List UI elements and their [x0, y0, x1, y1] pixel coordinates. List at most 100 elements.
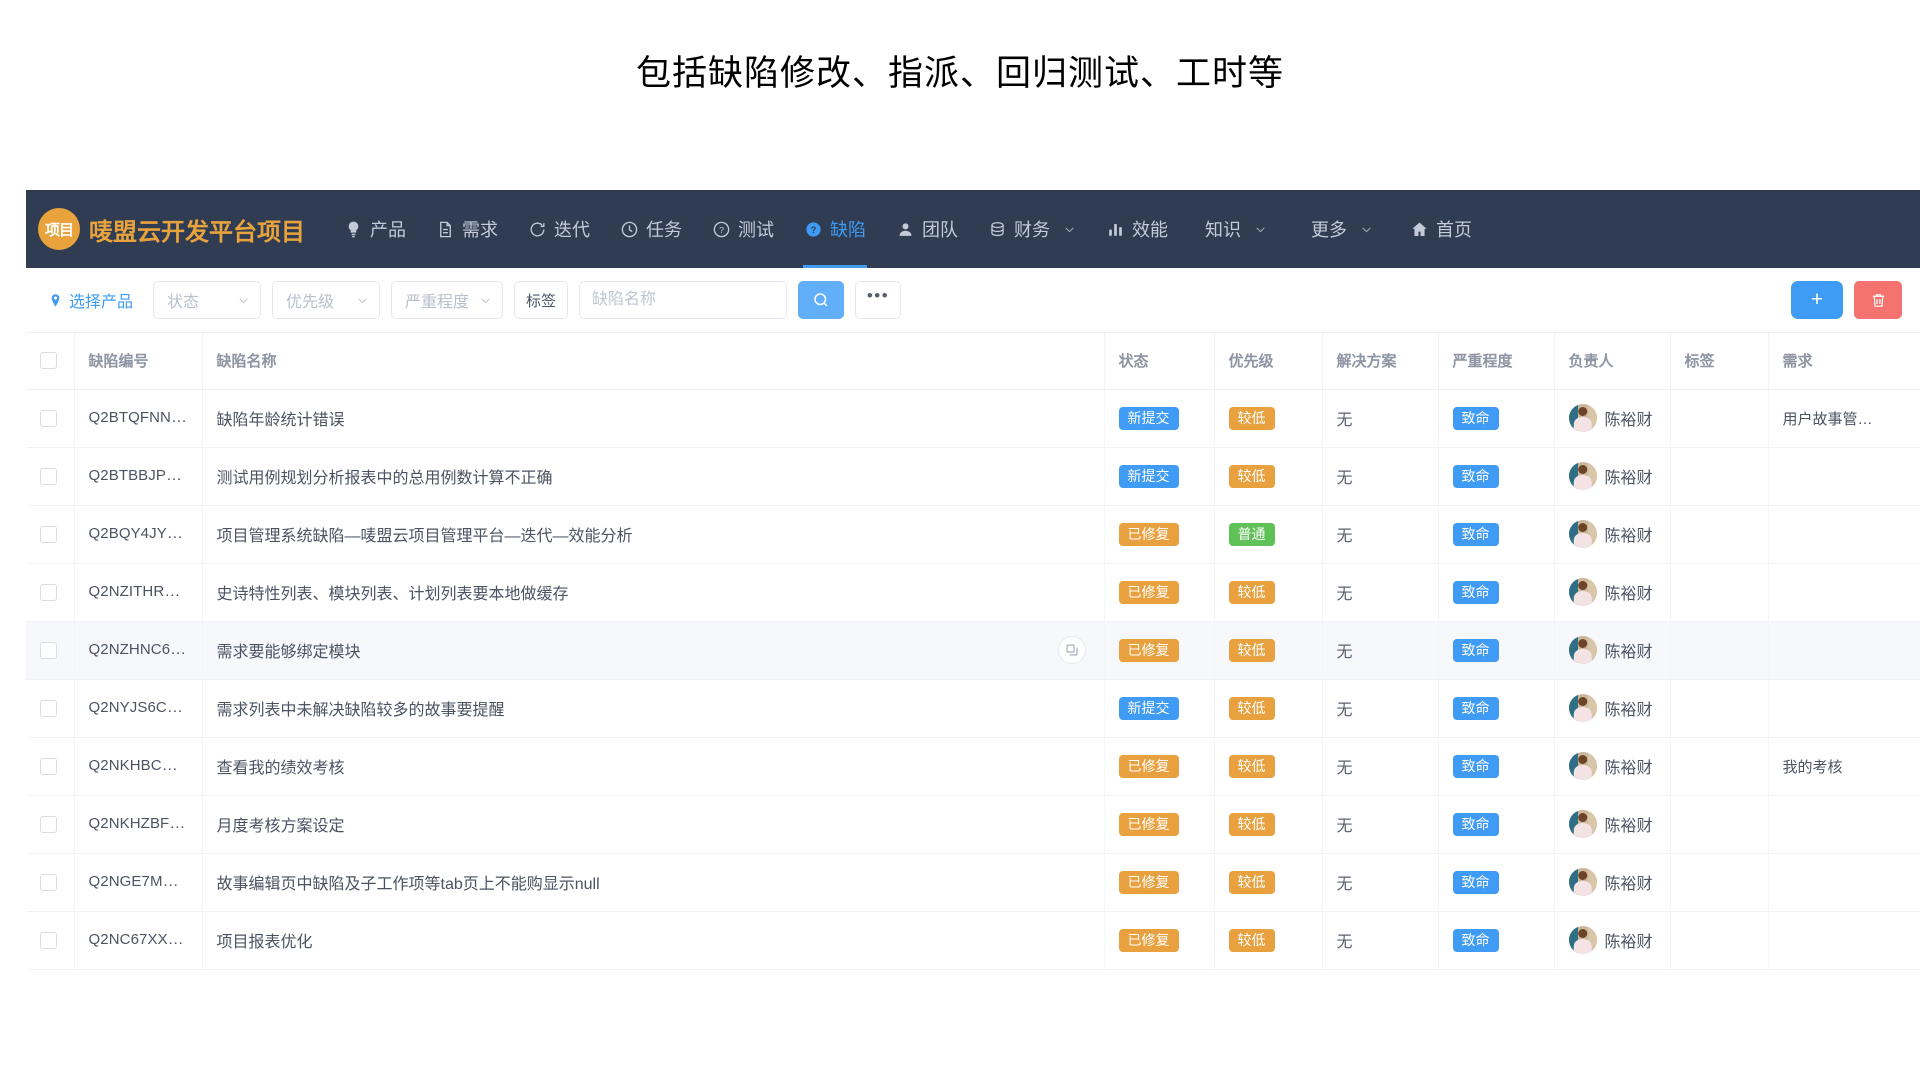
row-checkbox[interactable] — [40, 409, 57, 427]
header-owner[interactable]: 负责人 — [1554, 333, 1671, 390]
cell-severity: 致命 — [1438, 563, 1555, 622]
header-requirement[interactable]: 需求 — [1768, 333, 1920, 390]
priority-badge: 普通 — [1228, 522, 1275, 546]
severity-select[interactable]: 严重程度 — [391, 281, 504, 319]
header-state[interactable]: 状态 — [1104, 333, 1215, 390]
cell-bug-name[interactable]: 需求要能够绑定模块 — [202, 621, 1105, 680]
tag-filter-button[interactable]: 标签 — [514, 281, 569, 319]
owner-name: 陈裕财 — [1604, 876, 1653, 893]
priority-badge: 较低 — [1228, 580, 1275, 604]
delete-button[interactable] — [1854, 281, 1902, 319]
cell-bug-name[interactable]: 项目管理系统缺陷—唛盟云项目管理平台—迭代—效能分析 — [202, 505, 1105, 564]
chevron-down-icon — [1063, 223, 1076, 236]
cell-owner: 陈裕财 — [1554, 911, 1671, 970]
search-input[interactable] — [579, 281, 788, 319]
severity-badge: 致命 — [1452, 754, 1499, 778]
nav-item-迭代[interactable]: 迭代 — [513, 190, 605, 268]
cell-bug-name[interactable]: 史诗特性列表、模块列表、计划列表要本地做缓存 — [202, 563, 1105, 622]
row-checkbox[interactable] — [40, 815, 57, 833]
nav-item-缺陷[interactable]: ? 缺陷 — [789, 190, 881, 268]
cell-tag — [1670, 911, 1769, 970]
bug-name-text: 史诗特性列表、模块列表、计划列表要本地做缓存 — [216, 586, 569, 603]
header-priority[interactable]: 优先级 — [1214, 333, 1323, 390]
svg-text:?: ? — [719, 224, 724, 234]
search-button[interactable] — [798, 281, 845, 319]
cell-bug-name[interactable]: 测试用例规划分析报表中的总用例数计算不正确 — [202, 447, 1105, 506]
nav-item-团队[interactable]: 团队 — [881, 190, 973, 268]
cell-bug-name[interactable]: 项目报表优化 — [202, 911, 1105, 970]
cell-bug-name[interactable]: 需求列表中未解决缺陷较多的故事要提醒 — [202, 679, 1105, 738]
copy-row-button[interactable] — [1057, 636, 1086, 664]
row-checkbox[interactable] — [40, 525, 57, 543]
row-checkbox[interactable] — [40, 467, 57, 485]
cell-bug-name[interactable]: 查看我的绩效考核 — [202, 737, 1105, 796]
nav-item-更多[interactable]: 更多 — [1289, 190, 1395, 268]
row-checkbox[interactable] — [40, 583, 57, 601]
requirement-text: 用户故事管… — [1782, 410, 1873, 428]
owner-name: 陈裕财 — [1604, 470, 1653, 487]
header-severity[interactable]: 严重程度 — [1438, 333, 1555, 390]
cell-priority: 较低 — [1214, 853, 1323, 912]
table-row[interactable]: Q2BQY4JYTP31 项目管理系统缺陷—唛盟云项目管理平台—迭代—效能分析 已修… — [26, 505, 1920, 564]
question-icon: ? — [712, 220, 731, 239]
row-checkbox[interactable] — [40, 931, 57, 949]
table-row[interactable]: Q2BTQFNN88Q8 缺陷年龄统计错误 新提交 较低 无 致命 陈裕财 用户故事管… — [26, 389, 1920, 448]
cell-severity: 致命 — [1438, 389, 1555, 448]
cell-state: 新提交 — [1104, 447, 1215, 506]
severity-badge: 致命 — [1452, 812, 1499, 836]
nav-item-财务[interactable]: 财务 — [973, 190, 1091, 268]
table-row[interactable]: Q2NC67XX4ERB 项目报表优化 已修复 较低 无 致命 陈裕财 — [26, 911, 1920, 970]
nav-item-测试[interactable]: ? 测试 — [697, 190, 789, 268]
table-row[interactable]: Q2NZITHRE8XA 史诗特性列表、模块列表、计划列表要本地做缓存 已修复 较低 无… — [26, 563, 1920, 622]
table-row[interactable]: Q2NGE7MZFRP9 故事编辑页中缺陷及子工作项等tab页上不能购显示null… — [26, 853, 1920, 912]
bug-name-text: 需求列表中未解决缺陷较多的故事要提醒 — [216, 702, 505, 719]
cell-requirement: 用户故事管… — [1768, 389, 1920, 448]
table-row[interactable]: Q2BTBBJP17F5 测试用例规划分析报表中的总用例数计算不正确 新提交 较低 无 致… — [26, 447, 1920, 506]
avatar — [1568, 404, 1597, 432]
row-checkbox[interactable] — [40, 757, 57, 775]
row-checkbox-cell — [26, 679, 75, 738]
select-all-checkbox[interactable] — [40, 352, 57, 370]
cell-solution: 无 — [1322, 389, 1439, 448]
nav-item-产品[interactable]: 产品 — [329, 190, 421, 268]
cell-tag — [1670, 563, 1769, 622]
avatar — [1568, 752, 1597, 780]
table-row[interactable]: Q2NKHZBF3B76 月度考核方案设定 已修复 较低 无 致命 陈裕财 — [26, 795, 1920, 854]
owner-name: 陈裕财 — [1604, 586, 1653, 603]
header-bug-id[interactable]: 缺陷编号 — [74, 333, 203, 390]
solution-text: 无 — [1336, 470, 1353, 487]
cell-severity: 致命 — [1438, 795, 1555, 854]
cell-owner: 陈裕财 — [1554, 389, 1671, 448]
header-bug-name[interactable]: 缺陷名称 — [202, 333, 1105, 390]
row-checkbox[interactable] — [40, 641, 57, 659]
table-row[interactable]: Q2NYJS6CB294 需求列表中未解决缺陷较多的故事要提醒 新提交 较低 无 致命 陈裕… — [26, 679, 1920, 738]
status-badge: 新提交 — [1118, 406, 1179, 430]
nav-item-任务[interactable]: 任务 — [605, 190, 697, 268]
product-picker[interactable]: 选择产品 — [48, 288, 133, 312]
cell-owner: 陈裕财 — [1554, 447, 1671, 506]
header-tag[interactable]: 标签 — [1670, 333, 1769, 390]
nav-item-需求[interactable]: 需求 — [421, 190, 513, 268]
header-solution[interactable]: 解决方案 — [1322, 333, 1439, 390]
table-row[interactable]: Q2NKHBCUZM73 查看我的绩效考核 已修复 较低 无 致命 陈裕财 我的考核 — [26, 737, 1920, 796]
priority-select[interactable]: 优先级 — [272, 281, 381, 319]
cell-bug-name[interactable]: 故事编辑页中缺陷及子工作项等tab页上不能购显示null — [202, 853, 1105, 912]
home-icon — [1410, 220, 1429, 239]
brand[interactable]: 项目 唛盟云开发平台项目 — [38, 208, 305, 250]
nav-item-label: 效能 — [1132, 220, 1168, 240]
solution-text: 无 — [1336, 412, 1353, 429]
nav-item-知识[interactable]: 知识 — [1183, 190, 1289, 268]
cell-bug-name[interactable]: 月度考核方案设定 — [202, 795, 1105, 854]
add-bug-button[interactable]: + — [1791, 281, 1843, 319]
cell-solution: 无 — [1322, 737, 1439, 796]
nav-item-首页[interactable]: 首页 — [1395, 190, 1487, 268]
cell-priority: 较低 — [1214, 389, 1323, 448]
row-checkbox[interactable] — [40, 699, 57, 717]
state-select[interactable]: 状态 — [153, 281, 262, 319]
clock-icon — [620, 220, 639, 239]
row-checkbox[interactable] — [40, 873, 57, 891]
nav-item-效能[interactable]: 效能 — [1091, 190, 1183, 268]
cell-bug-name[interactable]: 缺陷年龄统计错误 — [202, 389, 1105, 448]
table-row[interactable]: Q2NZHNC6FRQR 需求要能够绑定模块 已修复 较低 无 致命 陈裕财 — [26, 621, 1920, 680]
more-options-button[interactable]: ••• — [855, 281, 902, 319]
